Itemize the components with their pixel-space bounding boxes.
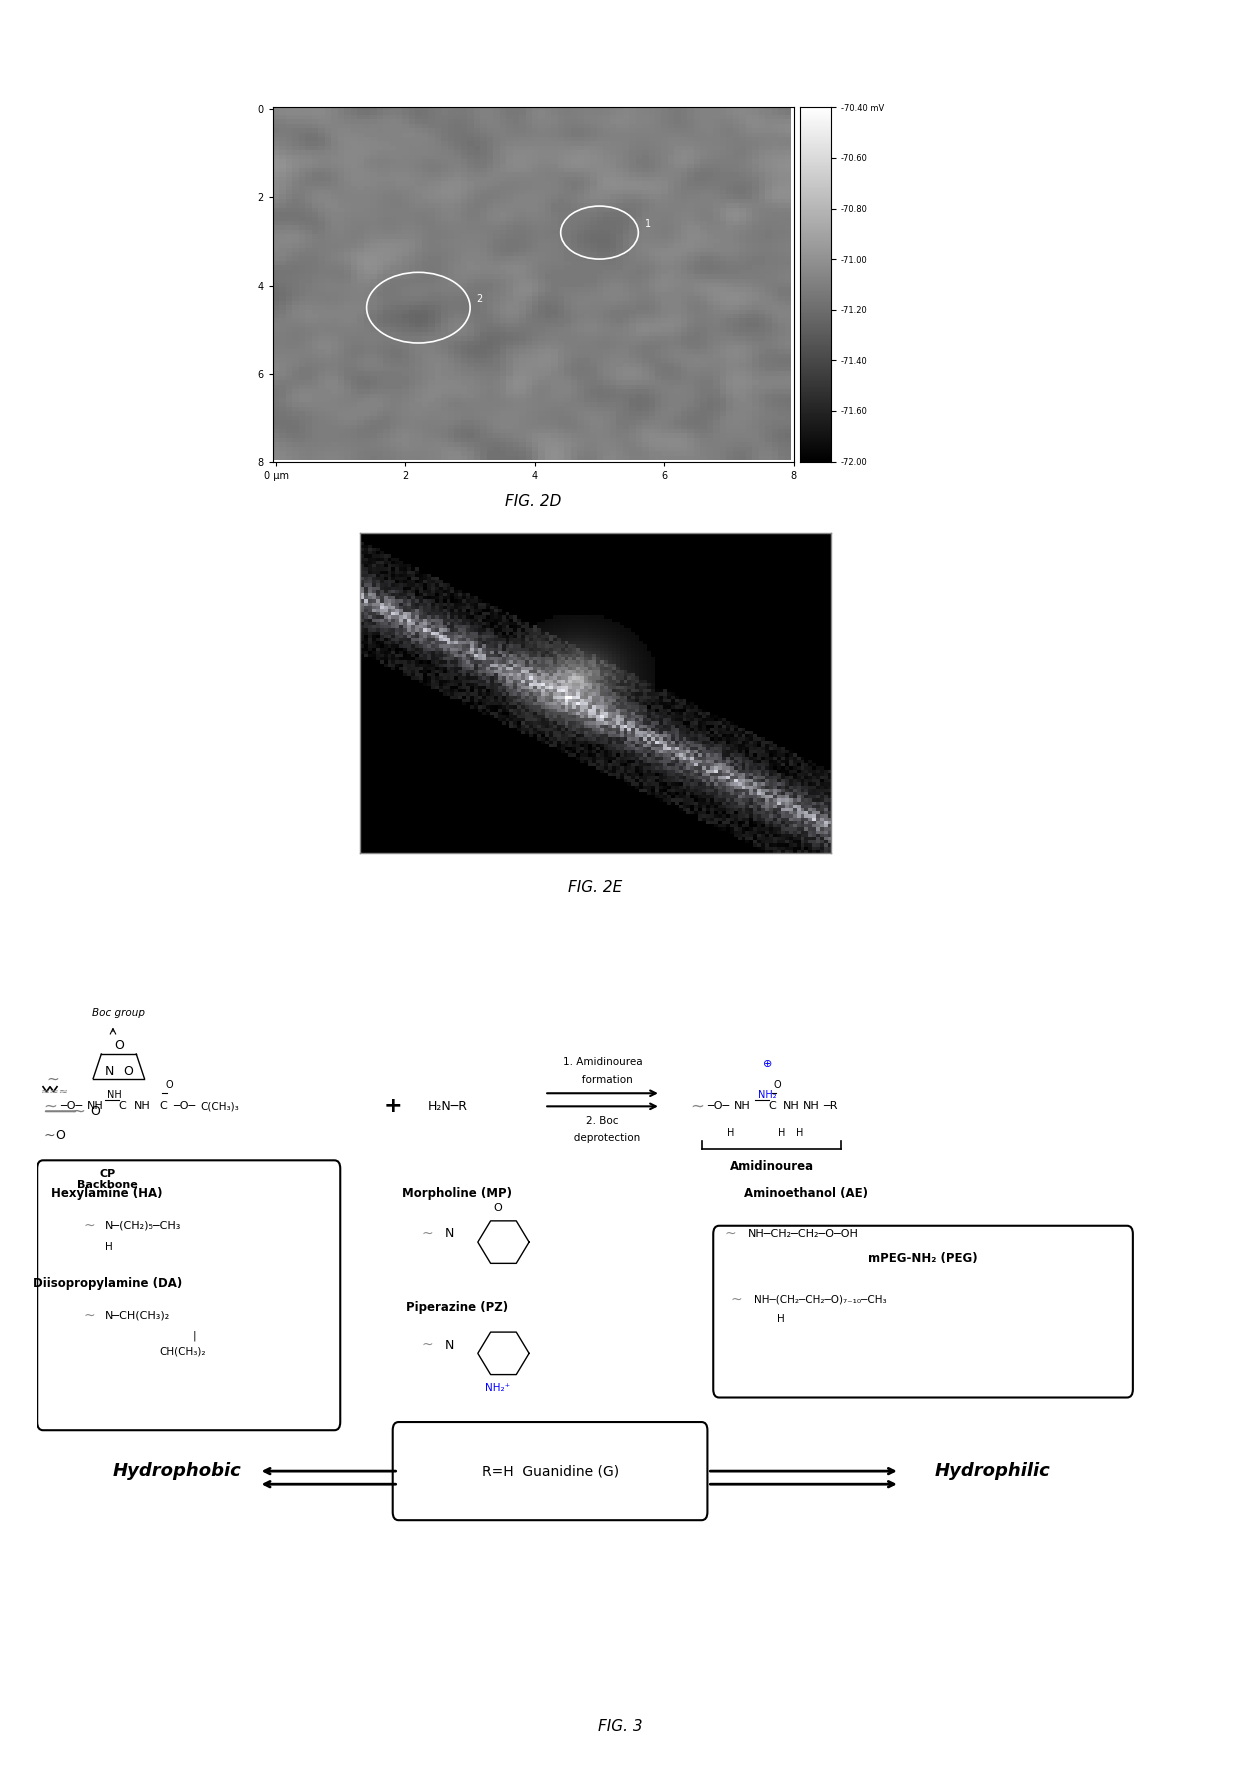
Text: NH: NH [784,1101,800,1111]
FancyBboxPatch shape [713,1225,1133,1398]
Text: NH: NH [134,1101,151,1111]
Text: ~: ~ [71,1102,86,1120]
Text: H: H [777,1314,785,1325]
Text: O: O [91,1104,100,1118]
Text: 1: 1 [645,219,651,229]
Text: 1. Amidinourea: 1. Amidinourea [563,1058,642,1067]
Text: O: O [165,1079,174,1090]
Text: ≈≈≈: ≈≈≈ [41,1086,68,1097]
Text: ─O─: ─O─ [707,1101,729,1111]
Text: H: H [779,1127,786,1138]
Text: NH: NH [87,1101,104,1111]
Text: Aminoethanol (AE): Aminoethanol (AE) [744,1186,868,1200]
Text: N─CH(CH₃)₂: N─CH(CH₃)₂ [105,1310,170,1321]
Text: Hydrophilic: Hydrophilic [935,1462,1050,1479]
FancyBboxPatch shape [37,1161,340,1430]
Text: deprotection: deprotection [564,1133,641,1143]
Text: mPEG-NH₂ (PEG): mPEG-NH₂ (PEG) [868,1252,978,1264]
Text: ~: ~ [422,1339,434,1351]
Text: ~: ~ [422,1227,434,1241]
Text: ~: ~ [725,1227,737,1241]
Text: 2. Boc: 2. Boc [587,1117,619,1125]
Text: H: H [105,1243,113,1252]
Text: N─(CH₂)₅─CH₃: N─(CH₂)₅─CH₃ [105,1221,181,1230]
Text: Amidinourea: Amidinourea [729,1161,813,1173]
Text: NH₂: NH₂ [758,1090,776,1101]
Text: ─O─: ─O─ [174,1101,196,1111]
Text: O: O [114,1040,124,1053]
FancyBboxPatch shape [393,1422,707,1520]
Text: ~: ~ [47,1072,60,1086]
Text: NH─CH₂─CH₂─O─OH: NH─CH₂─CH₂─O─OH [748,1229,859,1239]
Text: NH─(CH₂─CH₂─O)₇₋₁₀─CH₃: NH─(CH₂─CH₂─O)₇₋₁₀─CH₃ [754,1294,887,1305]
Text: N: N [445,1227,455,1241]
Text: Piperazine (PZ): Piperazine (PZ) [405,1301,508,1314]
Text: NH: NH [734,1101,751,1111]
Text: ~: ~ [43,1129,55,1143]
Text: FIG. 2D: FIG. 2D [505,494,562,509]
Text: CH(CH₃)₂: CH(CH₃)₂ [160,1346,206,1357]
Text: ─O─: ─O─ [61,1101,83,1111]
Text: H₂N─R: H₂N─R [428,1101,467,1113]
Text: O: O [123,1065,133,1077]
Text: C(CH₃)₃: C(CH₃)₃ [201,1101,239,1111]
Text: N: N [445,1339,455,1351]
Text: N: N [104,1065,114,1077]
Text: CP
Backbone: CP Backbone [77,1168,138,1189]
Text: Boc group: Boc group [92,1008,145,1019]
Text: ~: ~ [43,1097,57,1115]
Text: |: | [192,1330,196,1341]
Text: ─R: ─R [823,1101,837,1111]
Text: 2: 2 [476,293,482,304]
Text: NH: NH [107,1090,122,1101]
Text: ~: ~ [730,1293,743,1307]
Text: ~: ~ [84,1218,95,1232]
Text: C: C [160,1101,167,1111]
Text: O: O [56,1129,66,1141]
Text: H: H [796,1127,804,1138]
Text: O: O [494,1202,502,1213]
Text: FIG. 2E: FIG. 2E [568,880,622,894]
Text: ~: ~ [84,1309,95,1323]
Text: formation: formation [572,1076,632,1085]
Text: Diisopropylamine (DA): Diisopropylamine (DA) [32,1277,182,1289]
Text: Hydrophobic: Hydrophobic [113,1462,242,1479]
Text: C: C [119,1101,126,1111]
Text: R=H  Guanidine (G): R=H Guanidine (G) [481,1463,619,1478]
Text: Morpholine (MP): Morpholine (MP) [402,1186,512,1200]
Text: +: + [383,1097,402,1117]
Text: FIG. 3: FIG. 3 [598,1719,642,1734]
Text: Hexylamine (HA): Hexylamine (HA) [51,1186,162,1200]
Text: NH: NH [804,1101,820,1111]
Text: ~: ~ [689,1097,704,1115]
Text: NH₂⁺: NH₂⁺ [485,1383,510,1392]
Text: ⊕: ⊕ [764,1060,773,1069]
Text: C: C [768,1101,776,1111]
Text: O: O [774,1079,781,1090]
Text: H: H [727,1127,734,1138]
